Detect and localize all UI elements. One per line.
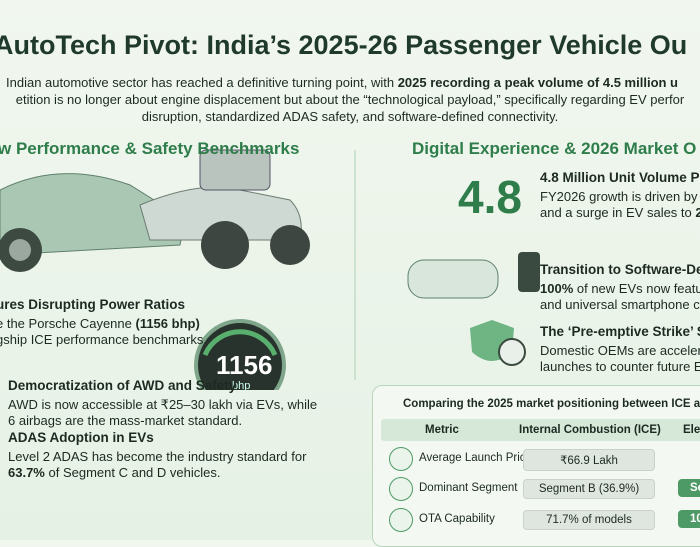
wheel <box>270 225 310 265</box>
text: 6 airbags are the mass-market standard. <box>8 413 243 428</box>
wheel <box>201 221 249 269</box>
text-line: etition is no longer about engine displa… <box>0 91 700 108</box>
text: e the Porsche Cayenne <box>0 316 136 331</box>
text: gship ICE performance benchmarks. <box>0 332 207 347</box>
engine <box>199 149 271 191</box>
item: ADAS Adoption in EVs Level 2 ADAS has bec… <box>8 430 306 481</box>
row-icon <box>389 508 413 532</box>
phone-icon <box>518 252 540 292</box>
text-line: Indian automotive sector has reached a d… <box>0 74 700 91</box>
bold-text: 63.7% <box>8 465 45 480</box>
text-line: 63.7% of Segment C and D vehicles. <box>8 465 306 481</box>
row-label: Average Launch Price <box>419 452 532 464</box>
text-line: and a surge in EV sales to 2.7 la <box>540 205 700 221</box>
title: AutoTech Pivot: India’s 2025-26 Passenge… <box>0 30 688 60</box>
right-heading: Digital Experience & 2026 Market O <box>412 139 697 158</box>
text-line: launches to counter future EU-I <box>540 359 700 375</box>
text: of Segment C and D vehicles. <box>44 465 221 480</box>
text: etition is no longer about engine displa… <box>15 92 685 107</box>
text: AWD is now accessible at ₹25–30 lakh via… <box>8 397 318 412</box>
gauge-arc <box>202 329 278 357</box>
row-icon <box>389 477 413 501</box>
item: The ‘Pre-emptive Strike’ Str Domestic OEM… <box>540 324 700 375</box>
item-title: Democratization of AWD and Safety <box>8 378 237 393</box>
text: Domestic OEMs are acceleratin <box>540 343 700 358</box>
dashboard-icon <box>407 259 499 299</box>
text: Level 2 ADAS has become the industry sta… <box>8 449 307 464</box>
item-title: 4.8 Million Unit Volume Proj <box>540 170 700 185</box>
text-line: gship ICE performance benchmarks. <box>0 332 207 348</box>
item: ures Disrupting Power Ratios e the Porsch… <box>0 297 207 348</box>
gauge-value: 1156 <box>216 350 273 380</box>
column-header: Elect <box>683 424 700 436</box>
item-title: ADAS Adoption in EVs <box>8 430 154 445</box>
item: Transition to Software-Defi 100% of new E… <box>540 262 700 313</box>
text-line: 100% of new EVs now feature <box>540 281 700 297</box>
text-line: Domestic OEMs are acceleratin <box>540 343 700 359</box>
bold-text: 2025 recording a peak volume of 4.5 mill… <box>397 75 678 90</box>
row-label: Dominant Segment <box>419 482 518 494</box>
intro: Indian automotive sector has reached a d… <box>0 74 700 125</box>
illustrations <box>0 149 540 390</box>
hub <box>9 239 31 261</box>
item-title: The ‘Pre-emptive Strike’ Str <box>540 324 700 339</box>
text: and universal smartphone conn <box>540 297 700 312</box>
comparison-table: Comparing the 2025 market positioning be… <box>372 385 700 547</box>
column-header: Metric <box>425 424 459 436</box>
timer-icon <box>498 338 526 366</box>
column-header: Internal Combustion (ICE) <box>519 424 661 436</box>
text-line: Level 2 ADAS has become the industry sta… <box>8 449 306 465</box>
text-line: e the Porsche Cayenne (1156 bhp) <box>0 316 207 332</box>
cell-value: 71.7% of models <box>523 510 655 530</box>
table-caption: Comparing the 2025 market positioning be… <box>403 398 700 410</box>
item-title: Transition to Software-Defi <box>540 262 700 277</box>
bold-text: 100% <box>540 281 574 296</box>
text-line: disruption, standardized ADAS safety, an… <box>0 108 700 125</box>
text-line: 6 airbags are the mass-market standard. <box>8 413 317 429</box>
cell-value: ₹66.9 Lakh <box>523 449 655 471</box>
gauge-unit: bhp <box>232 380 251 392</box>
text: launches to counter future EU-I <box>540 359 700 374</box>
text-line: and universal smartphone conn <box>540 297 700 313</box>
cell-value: 10 <box>678 510 700 528</box>
item: Democratization of AWD and Safety AWD is … <box>8 378 317 429</box>
big-number: 4.8 <box>458 171 522 223</box>
bold-text: 2.7 la <box>695 205 700 220</box>
item-title: ures Disrupting Power Ratios <box>0 297 186 312</box>
text-line: AWD is now accessible at ₹25–30 lakh via… <box>8 397 317 413</box>
bold-text: (1156 bhp) <box>135 316 200 331</box>
left-heading: w Performance & Safety Benchmarks <box>0 139 300 158</box>
header-row <box>381 419 700 441</box>
row-icon <box>389 447 413 471</box>
item: 4.8 Million Unit Volume Proj FY2026 growt… <box>540 170 700 221</box>
text: of new EVs now feature <box>576 281 700 296</box>
text: disruption, standardized ADAS safety, an… <box>141 109 559 124</box>
text: FY2026 growth is driven by GST <box>540 189 700 204</box>
row-label: OTA Capability <box>419 513 495 525</box>
text-line: FY2026 growth is driven by GST <box>540 189 700 205</box>
text: and a surge in EV sales to <box>540 205 696 220</box>
cell-value: Segment B (36.9%) <box>523 479 655 499</box>
cell-value: Seg <box>678 479 700 497</box>
text: Indian automotive sector has reached a d… <box>6 75 398 90</box>
